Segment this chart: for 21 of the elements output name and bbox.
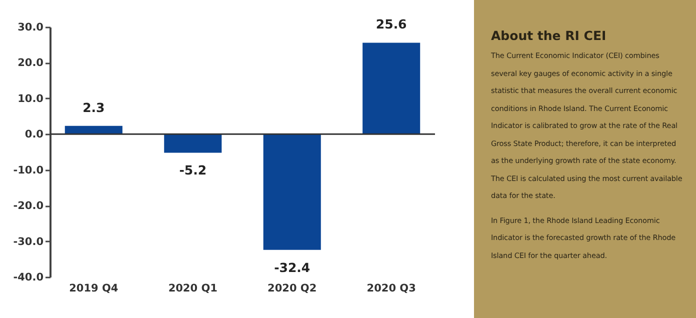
y-tick-label: 0.0	[24, 128, 44, 141]
y-tick-label: 10.0	[18, 92, 44, 105]
text: About the RI CEI	[491, 28, 608, 43]
data-label: 25.6	[376, 16, 408, 32]
x-tick-label: 2020 Q2	[268, 282, 317, 294]
y-tick-label: -20.0	[13, 200, 44, 212]
y-tick-label: -30.0	[13, 236, 44, 248]
x-tick-label: 2020 Q1	[168, 282, 218, 294]
x-tick-label: 2020 Q3	[366, 282, 416, 294]
y-tick-label: -10.0	[13, 164, 44, 176]
y-tick-label: 30.0	[18, 22, 44, 34]
data-label: -32.4	[274, 260, 310, 275]
y-tick-label: 20.0	[18, 57, 44, 70]
data-label: 2.3	[82, 100, 105, 115]
bar	[263, 134, 321, 250]
bar	[164, 134, 222, 153]
x-tick-label: 2019 Q4	[69, 282, 118, 294]
y-tick-label: -40.0	[13, 272, 44, 284]
data-label: -5.2	[179, 162, 207, 178]
bar	[64, 126, 122, 134]
bar	[362, 42, 420, 134]
